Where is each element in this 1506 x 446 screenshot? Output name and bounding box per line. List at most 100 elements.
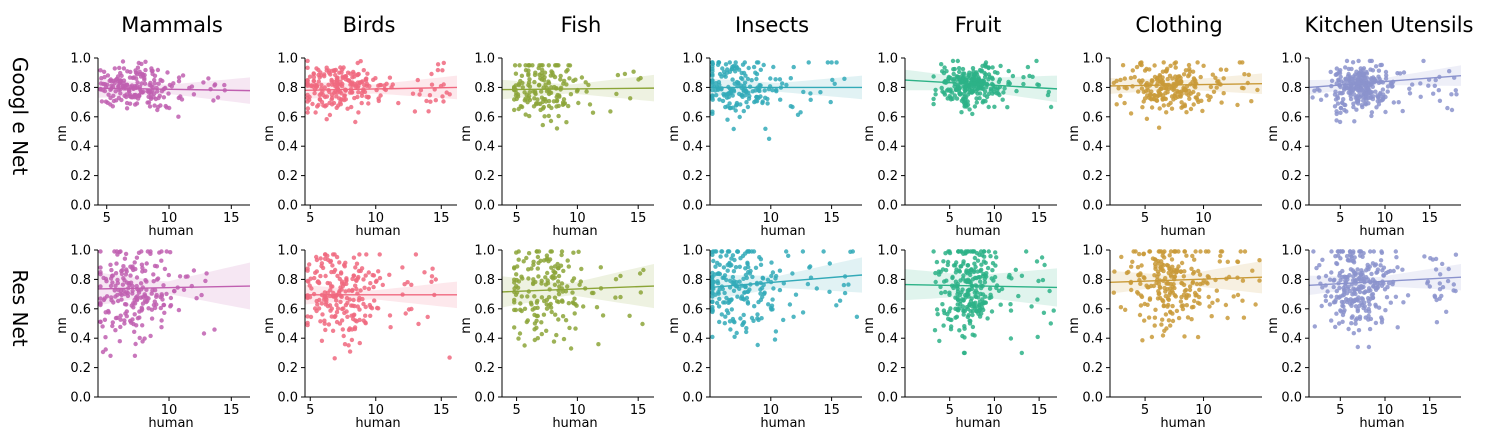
data-point (805, 281, 811, 287)
data-point (986, 91, 992, 97)
data-point (159, 325, 164, 330)
data-point (1319, 303, 1324, 309)
data-point (723, 314, 728, 319)
data-point (526, 96, 531, 101)
y-tick-label: 0.6 (877, 110, 898, 125)
data-point (118, 324, 123, 330)
data-point (305, 106, 311, 111)
data-point (1334, 261, 1340, 267)
data-point (1140, 338, 1145, 343)
data-point (982, 276, 987, 282)
x-tick-label: 10 (986, 211, 1003, 226)
data-point (159, 258, 164, 263)
data-point (567, 325, 572, 331)
data-point (1173, 270, 1179, 275)
data-point (353, 119, 358, 125)
data-point (1194, 95, 1199, 100)
data-point (512, 63, 518, 68)
data-point (142, 77, 147, 83)
data-point (109, 267, 114, 273)
data-point (1451, 288, 1456, 293)
data-point (364, 94, 369, 99)
data-point (763, 126, 768, 131)
data-point (1019, 273, 1025, 278)
data-point (554, 104, 559, 109)
data-point (539, 63, 544, 68)
data-point (425, 314, 430, 320)
data-point (1168, 286, 1173, 291)
data-point (710, 64, 715, 69)
data-point (305, 295, 310, 301)
data-point (1166, 102, 1171, 108)
data-point (801, 89, 806, 95)
data-point (784, 249, 789, 254)
data-point (115, 298, 121, 304)
col-title-fruit: Fruit (955, 13, 1002, 37)
data-point (113, 271, 119, 276)
data-point (543, 282, 549, 287)
data-point (725, 67, 730, 72)
data-point (1366, 101, 1371, 106)
data-point (974, 100, 979, 105)
data-point (821, 249, 826, 254)
y-tick-label: 0.4 (877, 332, 898, 347)
data-point (1140, 105, 1145, 110)
data-point (342, 74, 347, 80)
data-point (122, 278, 127, 283)
data-point (964, 269, 969, 275)
data-point (353, 265, 358, 270)
y-axis-label: nn (667, 317, 682, 333)
data-point (122, 302, 128, 307)
data-point (951, 67, 956, 72)
data-point (770, 88, 775, 93)
data-point (359, 100, 364, 106)
data-point (1338, 105, 1344, 111)
y-tick-label: 0.0 (1281, 199, 1302, 214)
data-point (756, 299, 761, 305)
data-point (342, 93, 347, 98)
data-point (1161, 303, 1167, 308)
data-point (356, 90, 361, 95)
y-tick-label: 0.0 (474, 391, 495, 406)
y-axis-label: nn (459, 317, 474, 333)
data-point (1378, 62, 1383, 68)
data-point (1363, 101, 1368, 106)
data-point (364, 76, 369, 81)
x-tick-label: 15 (1031, 403, 1048, 418)
data-point (953, 279, 959, 284)
data-point (1034, 58, 1039, 64)
data-point (941, 259, 946, 264)
data-point (730, 253, 736, 258)
data-point (340, 283, 346, 289)
data-point (536, 249, 542, 254)
data-point (746, 65, 751, 71)
data-point (749, 315, 755, 321)
data-point (1242, 72, 1247, 77)
data-point (1347, 78, 1352, 84)
data-point (561, 268, 566, 274)
data-point (726, 300, 731, 305)
data-point (1231, 294, 1236, 299)
data-point (526, 267, 531, 272)
data-point (1042, 262, 1047, 268)
data-point (144, 279, 149, 284)
data-point (1188, 106, 1194, 112)
x-tick-label: 10 (569, 211, 586, 226)
data-point (512, 300, 517, 305)
data-point (324, 117, 329, 122)
data-point (999, 286, 1005, 292)
data-point (990, 76, 995, 82)
data-point (985, 316, 990, 321)
data-point (418, 88, 424, 93)
data-point (130, 317, 135, 322)
data-point (330, 68, 335, 74)
x-tick-label: 15 (223, 403, 240, 418)
data-point (145, 298, 150, 304)
data-point (1386, 281, 1392, 286)
data-point (1207, 304, 1212, 309)
data-point (1407, 91, 1413, 96)
y-tick-label: 1.0 (277, 244, 298, 259)
data-point (713, 264, 718, 269)
data-point (103, 335, 108, 340)
data-point (558, 73, 563, 79)
